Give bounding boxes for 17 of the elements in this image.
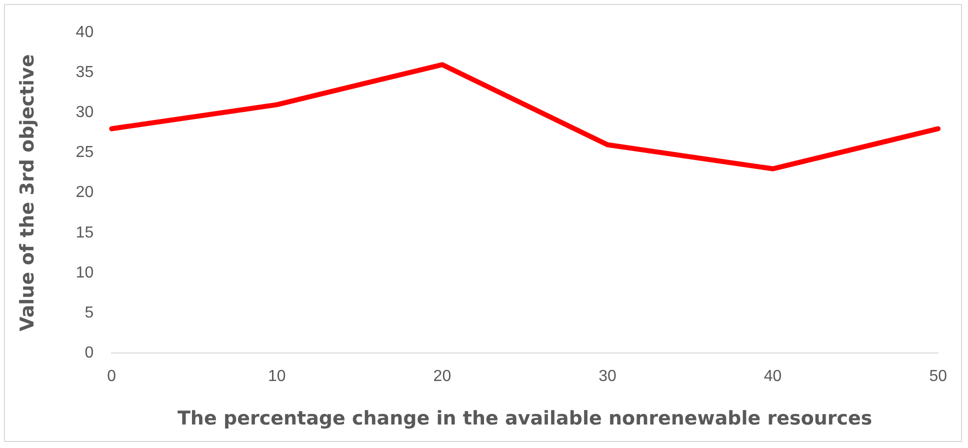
- y-tick-label: 20: [76, 184, 94, 202]
- x-tick-label: 20: [433, 368, 452, 386]
- x-axis-title: The percentage change in the available nonrenewable resources: [177, 408, 872, 430]
- y-tick-label: 10: [76, 264, 94, 282]
- y-tick-label: 0: [84, 344, 94, 362]
- x-tick-label: 50: [929, 368, 948, 386]
- y-axis-title: Value of the 3rd objective: [16, 54, 38, 332]
- x-tick-label: 10: [268, 368, 286, 386]
- y-tick-label: 25: [76, 144, 94, 162]
- y-tick-label: 40: [76, 24, 94, 42]
- x-tick-label: 30: [598, 368, 616, 386]
- y-tick-label: 35: [76, 64, 94, 82]
- x-tick-label: 0: [107, 368, 116, 386]
- y-tick-label: 5: [84, 304, 94, 322]
- y-tick-label: 15: [76, 224, 94, 242]
- y-tick-label: 30: [76, 104, 94, 122]
- x-tick-label: 40: [764, 368, 782, 386]
